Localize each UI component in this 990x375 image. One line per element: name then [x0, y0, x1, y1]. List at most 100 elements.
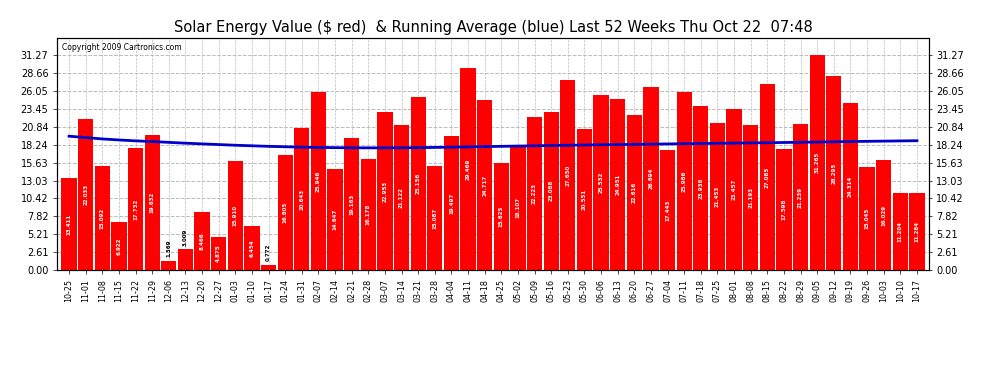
- Bar: [128, 148, 144, 270]
- Text: 20.551: 20.551: [582, 189, 587, 210]
- Bar: [593, 95, 609, 270]
- Text: 21.122: 21.122: [399, 187, 404, 208]
- Text: 25.156: 25.156: [416, 173, 421, 194]
- Text: 16.805: 16.805: [283, 202, 288, 223]
- Text: 1.369: 1.369: [166, 240, 171, 257]
- Bar: [394, 125, 409, 270]
- Bar: [460, 68, 476, 270]
- Bar: [842, 103, 858, 270]
- Text: 29.469: 29.469: [465, 158, 470, 180]
- Text: 27.085: 27.085: [765, 166, 770, 188]
- Bar: [360, 159, 376, 270]
- Text: 15.045: 15.045: [864, 208, 869, 229]
- Bar: [194, 212, 210, 270]
- Bar: [427, 166, 443, 270]
- Bar: [793, 124, 808, 270]
- Text: 11.204: 11.204: [898, 221, 903, 242]
- Bar: [627, 115, 642, 270]
- Text: 22.616: 22.616: [632, 182, 637, 203]
- Text: 23.088: 23.088: [548, 180, 553, 201]
- Bar: [743, 124, 758, 270]
- Bar: [245, 226, 259, 270]
- Text: 21.239: 21.239: [798, 186, 803, 208]
- Text: 24.314: 24.314: [848, 176, 853, 197]
- Bar: [61, 178, 76, 270]
- Bar: [577, 129, 592, 270]
- Text: 25.532: 25.532: [599, 172, 604, 193]
- Text: 17.732: 17.732: [133, 198, 138, 220]
- Text: 15.625: 15.625: [499, 206, 504, 227]
- Bar: [910, 193, 925, 270]
- Bar: [810, 56, 825, 270]
- Bar: [859, 167, 875, 270]
- Bar: [411, 98, 426, 270]
- Text: 0.772: 0.772: [266, 244, 271, 261]
- Bar: [111, 222, 127, 270]
- Bar: [161, 261, 176, 270]
- Bar: [876, 160, 891, 270]
- Text: 22.953: 22.953: [382, 181, 387, 202]
- Bar: [294, 128, 310, 270]
- Bar: [178, 249, 193, 270]
- Text: 22.033: 22.033: [83, 184, 88, 205]
- Bar: [510, 146, 526, 270]
- Text: 31.265: 31.265: [815, 152, 820, 173]
- Bar: [377, 112, 393, 270]
- Text: 21.453: 21.453: [715, 186, 720, 207]
- Bar: [477, 100, 492, 270]
- Bar: [893, 193, 908, 270]
- Text: 13.411: 13.411: [66, 213, 71, 234]
- Bar: [277, 154, 293, 270]
- Text: 20.643: 20.643: [299, 189, 304, 210]
- Bar: [261, 265, 276, 270]
- Text: 15.910: 15.910: [233, 205, 238, 226]
- Bar: [827, 76, 842, 270]
- Bar: [527, 117, 543, 270]
- Text: 17.598: 17.598: [781, 199, 786, 220]
- Text: 24.951: 24.951: [615, 174, 620, 195]
- Text: 19.497: 19.497: [448, 192, 454, 214]
- Bar: [544, 111, 559, 270]
- Bar: [494, 163, 509, 270]
- Text: 11.284: 11.284: [915, 221, 920, 242]
- Text: 15.092: 15.092: [100, 208, 105, 229]
- Bar: [95, 166, 110, 270]
- Text: 26.694: 26.694: [648, 168, 653, 189]
- Bar: [145, 135, 159, 270]
- Bar: [776, 149, 792, 270]
- Text: 22.223: 22.223: [532, 183, 538, 204]
- Bar: [311, 92, 326, 270]
- Text: 6.922: 6.922: [117, 237, 122, 255]
- Bar: [759, 84, 775, 270]
- Text: Copyright 2009 Cartronics.com: Copyright 2009 Cartronics.com: [61, 44, 181, 52]
- Title: Solar Energy Value ($ red)  & Running Average (blue) Last 52 Weeks Thu Oct 22  0: Solar Energy Value ($ red) & Running Ave…: [173, 20, 813, 35]
- Text: 28.295: 28.295: [832, 162, 837, 183]
- Bar: [693, 106, 709, 270]
- Text: 6.454: 6.454: [249, 239, 254, 256]
- Bar: [610, 99, 626, 270]
- Bar: [644, 87, 658, 270]
- Bar: [727, 109, 742, 270]
- Text: 25.946: 25.946: [316, 170, 321, 192]
- Bar: [211, 237, 227, 270]
- Bar: [660, 150, 675, 270]
- Text: 17.443: 17.443: [665, 200, 670, 221]
- Text: 24.717: 24.717: [482, 175, 487, 196]
- Text: 19.163: 19.163: [349, 194, 354, 215]
- Text: 16.178: 16.178: [366, 204, 371, 225]
- Text: 18.107: 18.107: [516, 197, 521, 218]
- Bar: [676, 92, 692, 270]
- Text: 25.986: 25.986: [682, 170, 687, 192]
- Text: 14.647: 14.647: [333, 209, 338, 230]
- Text: 23.457: 23.457: [732, 179, 737, 200]
- Text: 19.632: 19.632: [149, 192, 154, 213]
- Bar: [444, 136, 459, 270]
- Bar: [228, 161, 243, 270]
- Bar: [328, 170, 343, 270]
- Text: 8.466: 8.466: [200, 232, 205, 250]
- Bar: [345, 138, 359, 270]
- Text: 23.938: 23.938: [698, 177, 703, 198]
- Bar: [78, 119, 93, 270]
- Text: 16.029: 16.029: [881, 204, 886, 226]
- Text: 3.009: 3.009: [183, 228, 188, 246]
